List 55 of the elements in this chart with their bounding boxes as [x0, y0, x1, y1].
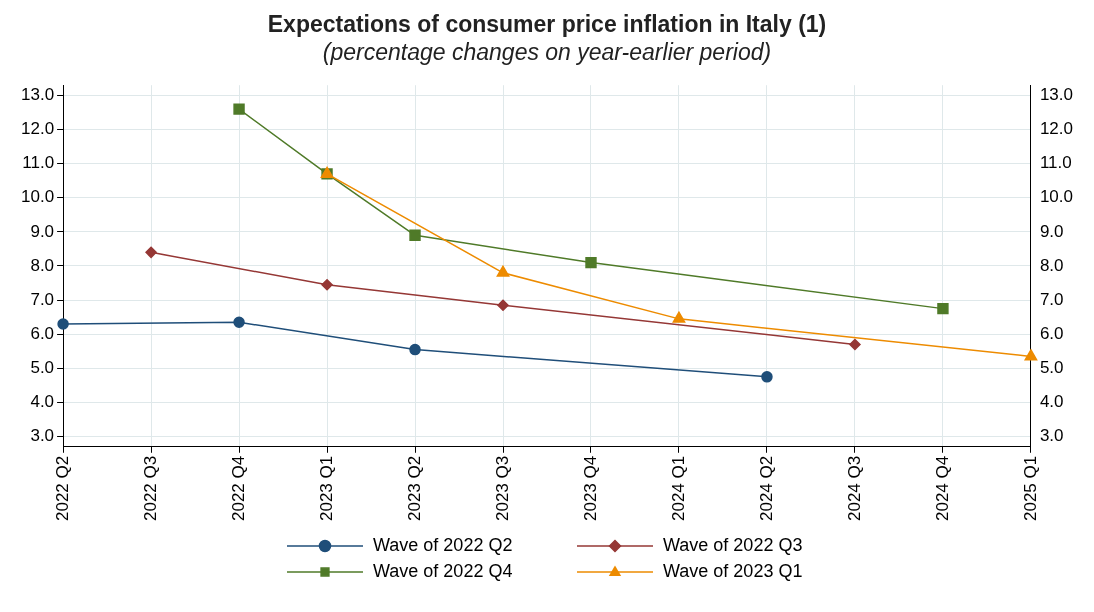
- legend-label: Wave of 2022 Q4: [373, 560, 513, 581]
- legend-label: Wave of 2022 Q2: [373, 534, 513, 555]
- point: [145, 246, 157, 259]
- y2-tick-label: 9.0: [1039, 221, 1064, 241]
- point: [496, 265, 510, 277]
- y2-tick-label: 8.0: [1039, 255, 1064, 275]
- y-tick-label: 3.0: [30, 426, 55, 446]
- y2-tick-label: 3.0: [1039, 426, 1064, 446]
- x-tick-label: 2023 Q2: [404, 455, 424, 522]
- y-tick-label: 9.0: [30, 221, 55, 241]
- y-tick-label: 11.0: [22, 153, 55, 173]
- y2-tick-label: 5.0: [1039, 358, 1064, 378]
- chart-title: Expectations of consumer price inflation in Italy (1): [267, 11, 827, 38]
- point: [672, 311, 686, 323]
- y-tick-label: 4.0: [30, 392, 55, 412]
- point: [497, 299, 509, 311]
- y2-tick-label: 13.0: [1039, 85, 1074, 105]
- y2-tick-label: 10.0: [1039, 187, 1074, 207]
- point: [1024, 349, 1038, 361]
- x-tick-label: 2024 Q1: [668, 455, 688, 522]
- point: [937, 302, 949, 315]
- x-tick-label: 2023 Q4: [580, 455, 600, 522]
- point: [409, 229, 421, 241]
- y-tick-label: 6.0: [30, 323, 55, 343]
- y-tick-label: 5.0: [30, 358, 55, 378]
- x-tick-label: 2023 Q3: [492, 455, 512, 522]
- legend-label: Wave of 2022 Q3: [663, 534, 803, 555]
- point: [585, 256, 597, 269]
- y-tick-label: 7.0: [30, 289, 55, 309]
- point: [849, 338, 861, 351]
- y-tick-label: 12.0: [20, 119, 55, 139]
- y2-tick-label: 11.0: [1039, 153, 1072, 173]
- y-tick-label: 10.0: [20, 187, 55, 207]
- point: [761, 371, 773, 383]
- x-tick-label: 2025 Q1: [1020, 455, 1040, 522]
- x-tick-label: 2022 Q2: [52, 455, 72, 522]
- y2-tick-label: 7.0: [1039, 289, 1064, 309]
- y-tick-label: 8.0: [30, 255, 55, 275]
- legend-label: Wave of 2023 Q1: [663, 560, 803, 581]
- point: [233, 103, 245, 115]
- point: [233, 316, 245, 329]
- x-tick-label: 2022 Q4: [228, 455, 248, 522]
- y2-tick-label: 4.0: [1039, 392, 1064, 412]
- point: [57, 318, 69, 330]
- x-tick-label: 2024 Q4: [932, 455, 952, 522]
- point: [409, 343, 421, 356]
- point: [321, 279, 333, 291]
- y2-tick-label: 6.0: [1039, 323, 1064, 343]
- x-tick-label: 2024 Q3: [844, 455, 864, 522]
- x-tick-label: 2022 Q3: [140, 455, 160, 522]
- y-tick-label: 13.0: [20, 85, 55, 105]
- x-tick-label: 2023 Q1: [316, 455, 336, 522]
- y2-tick-label: 12.0: [1039, 119, 1074, 139]
- x-tick-label: 2024 Q2: [756, 455, 776, 522]
- chart-subtitle: (percentage changes on year-earlier period): [322, 38, 772, 65]
